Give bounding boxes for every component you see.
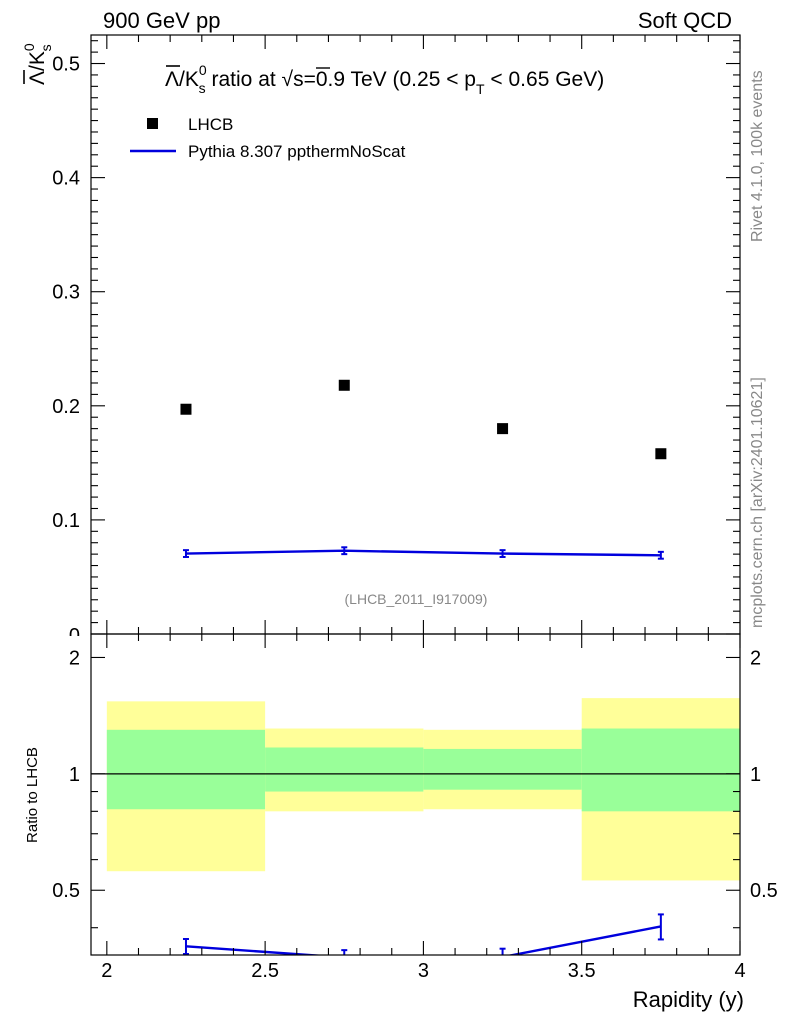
ratio-band-inner-3 [581,728,740,812]
xtick-label-2: 3 [418,960,429,982]
xtick-label-1: 2.5 [251,960,279,982]
title-lambda: Λ [165,68,179,91]
axis-tick-labels: 2 2.5 3 3.5 4 0.1 0.2 0.3 0.4 0.5 0.5 0.5 1 1 2 2 [52,54,778,982]
main-ytick-label-4: 0.5 [52,54,80,76]
title-tail: < 0.65 GeV) [485,68,605,91]
analysis-annotation: (LHCB_2011_I917009) [345,591,488,607]
ylabel-slash-k: /K [26,51,49,71]
title-mid: ratio at [206,68,282,91]
xtick-label-0: 2 [101,960,112,982]
main-ytick-label-0: 0.1 [52,510,80,532]
rivet-label: Rivet 4.1.0, 100k events [749,70,766,242]
svg-text:Λ/K0s: Λ/K0s [21,43,54,85]
ratio-ytick-label-right-0: 0.5 [750,880,778,902]
title-sub-s: s [199,80,206,96]
ratio-ytick-label-left-0: 0.5 [52,880,80,902]
main-mc-line [185,549,661,557]
ratio-ytick-label-right-1: 1 [750,764,761,786]
ratio-band-inner-1 [265,747,424,792]
main-title: Λ/K0 s ratio at √s=0.9 TeV (0.25 < pT < 0… [165,62,604,97]
ratio-band-inner-2 [423,748,582,790]
main-data-point-0 [180,403,192,415]
legend-lhcb-marker [147,118,158,129]
legend-lhcb-label: LHCB [188,115,233,134]
ratio-ytick-label-left-2: 2 [69,647,80,669]
x-axis-label: Rapidity (y) [633,987,744,1012]
title-sqrt: √ [282,68,294,91]
main-ytick-label-3: 0.4 [52,168,80,190]
title-sub-T: T [476,81,485,97]
ylabel-sup0: 0 [21,43,37,51]
ratio-ytick-label-left-1: 1 [69,764,80,786]
ratio-bands [106,698,740,881]
header-left: 900 GeV pp [103,8,220,33]
header-right: Soft QCD [638,8,732,33]
legend-pythia-label: Pythia 8.307 ppthermNoScat [188,142,406,161]
title-s-eq: s=0.9 TeV (0.25 < p [293,68,476,91]
mcplots-label: mcplots.cern.ch [arXiv:2401.10621] [749,377,766,628]
title-sup0: 0 [199,62,207,78]
title-slash-k: /K [179,68,199,91]
main-data-point-2 [497,423,509,435]
main-ytick-label-2: 0.3 [52,282,80,304]
xtick-label-4: 4 [734,960,745,982]
main-ytick-label-1: 0.2 [52,396,80,418]
xtick-label-3: 3.5 [568,960,596,982]
main-ylabel: Λ/K0s [21,43,54,85]
zero-label-mask [60,636,90,648]
main-data-point-1 [338,379,350,391]
ratio-frame [90,633,741,956]
ylabel-sub-s: s [38,44,54,51]
main-data-point-3 [655,448,667,460]
ratio-band-inner-0 [106,729,266,810]
ratio-ylabel: Ratio to LHCB [24,747,41,843]
ylabel-lambda: Λ [26,71,49,85]
ratio-ytick-label-right-2: 2 [750,647,761,669]
main-marks [180,379,667,560]
